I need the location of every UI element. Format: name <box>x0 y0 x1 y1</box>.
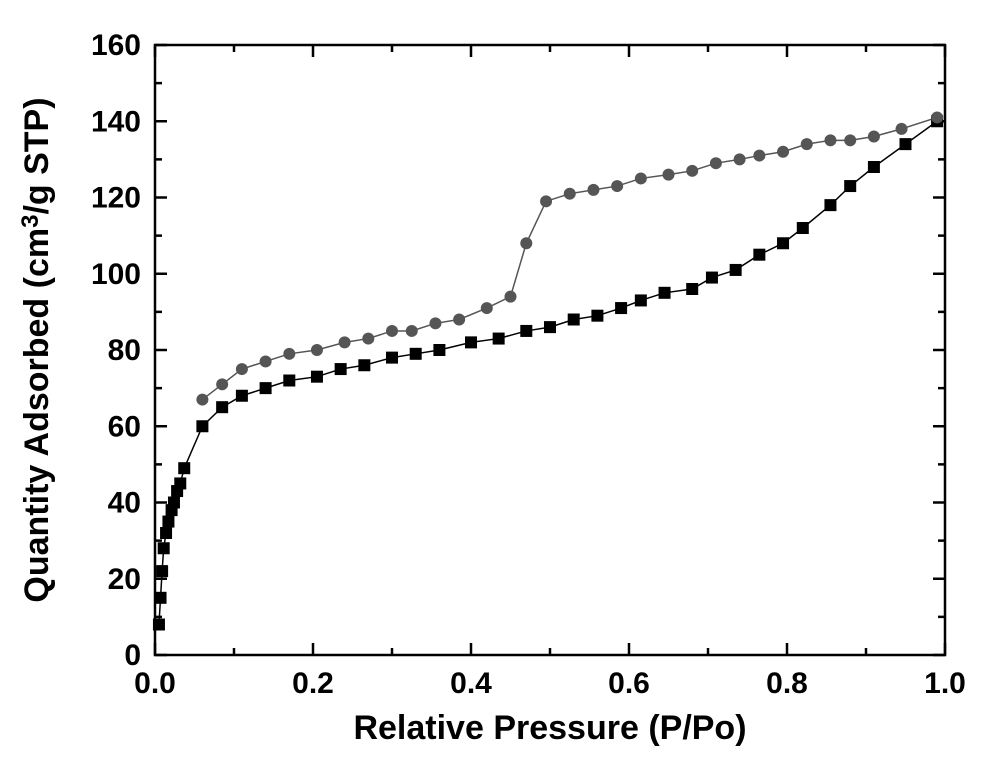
desorption-marker <box>520 237 532 249</box>
y-axis-label: Quantity Adsorbed (cm3/g STP) <box>17 97 56 602</box>
adsorption-marker <box>386 352 398 364</box>
y-tick-label: 40 <box>108 487 141 520</box>
desorption-marker <box>406 325 418 337</box>
desorption-marker <box>710 157 722 169</box>
adsorption-marker <box>410 348 422 360</box>
y-tick-label: 100 <box>91 258 141 291</box>
adsorption-marker <box>335 363 347 375</box>
desorption-marker <box>481 302 493 314</box>
adsorption-marker <box>591 310 603 322</box>
adsorption-marker <box>544 321 556 333</box>
adsorption-marker <box>520 325 532 337</box>
adsorption-marker <box>178 462 190 474</box>
adsorption-marker <box>260 382 272 394</box>
desorption-marker <box>236 363 248 375</box>
adsorption-marker <box>358 359 370 371</box>
desorption-marker <box>777 146 789 158</box>
desorption-marker <box>453 314 465 326</box>
y-tick-label: 160 <box>91 29 141 62</box>
desorption-marker <box>931 111 943 123</box>
adsorption-marker <box>659 287 671 299</box>
adsorption-marker <box>156 565 168 577</box>
adsorption-marker <box>160 527 172 539</box>
adsorption-marker <box>158 542 170 554</box>
y-tick-label: 0 <box>124 639 141 672</box>
adsorption-marker <box>153 619 165 631</box>
y-tick-label: 120 <box>91 182 141 215</box>
desorption-marker <box>734 153 746 165</box>
x-tick-label: 0.4 <box>450 667 492 700</box>
adsorption-marker <box>168 497 180 509</box>
desorption-marker <box>386 325 398 337</box>
adsorption-marker <box>900 138 912 150</box>
adsorption-marker <box>615 302 627 314</box>
adsorption-marker <box>868 161 880 173</box>
adsorption-marker <box>797 222 809 234</box>
adsorption-marker <box>706 272 718 284</box>
adsorption-marker <box>844 180 856 192</box>
desorption-marker <box>635 172 647 184</box>
adsorption-marker <box>465 336 477 348</box>
desorption-marker <box>505 291 517 303</box>
desorption-marker <box>339 336 351 348</box>
desorption-marker <box>564 188 576 200</box>
adsorption-marker <box>824 199 836 211</box>
x-axis-label: Relative Pressure (P/Po) <box>353 709 746 747</box>
adsorption-marker <box>730 264 742 276</box>
desorption-marker <box>311 344 323 356</box>
desorption-marker <box>663 169 675 181</box>
adsorption-marker <box>493 333 505 345</box>
x-tick-label: 0.2 <box>292 667 334 700</box>
x-tick-label: 1.0 <box>924 667 966 700</box>
chart-canvas: 0.00.20.40.60.81.0020406080100120140160R… <box>0 0 1000 769</box>
desorption-marker <box>540 195 552 207</box>
desorption-marker <box>611 180 623 192</box>
adsorption-marker <box>568 314 580 326</box>
desorption-marker <box>283 348 295 360</box>
adsorption-marker <box>155 592 167 604</box>
adsorption-marker <box>311 371 323 383</box>
desorption-marker <box>216 378 228 390</box>
y-tick-label: 140 <box>91 105 141 138</box>
adsorption-marker <box>162 516 174 528</box>
desorption-marker <box>587 184 599 196</box>
desorption-marker <box>260 355 272 367</box>
isotherm-chart: 0.00.20.40.60.81.0020406080100120140160R… <box>0 0 1000 769</box>
x-tick-label: 0.6 <box>608 667 650 700</box>
adsorption-marker <box>236 390 248 402</box>
desorption-marker <box>896 123 908 135</box>
y-tick-label: 60 <box>108 410 141 443</box>
adsorption-marker <box>196 420 208 432</box>
adsorption-marker <box>216 401 228 413</box>
adsorption-marker <box>753 249 765 261</box>
adsorption-marker <box>433 344 445 356</box>
y-tick-label: 80 <box>108 334 141 367</box>
adsorption-marker <box>283 375 295 387</box>
desorption-marker <box>429 317 441 329</box>
desorption-marker <box>196 394 208 406</box>
desorption-marker <box>686 165 698 177</box>
adsorption-marker <box>635 294 647 306</box>
adsorption-marker <box>777 237 789 249</box>
desorption-marker <box>824 134 836 146</box>
y-tick-label: 20 <box>108 563 141 596</box>
desorption-marker <box>801 138 813 150</box>
adsorption-marker <box>686 283 698 295</box>
adsorption-marker <box>174 477 186 489</box>
desorption-marker <box>753 150 765 162</box>
desorption-marker <box>868 131 880 143</box>
desorption-marker <box>362 333 374 345</box>
desorption-marker <box>844 134 856 146</box>
x-tick-label: 0.8 <box>766 667 808 700</box>
